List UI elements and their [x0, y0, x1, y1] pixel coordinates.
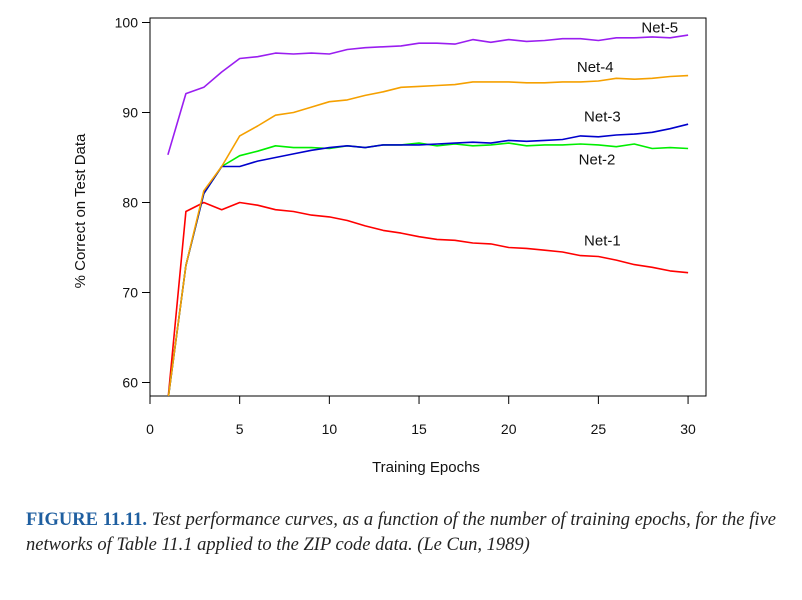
axis-ticks: 0 5 10 15 20 25 30 60 70 80 90 100	[115, 15, 696, 438]
series-line-net-2	[167, 142, 689, 396]
y-axis-title: % Correct on Test Data	[72, 133, 89, 288]
series-label-net-1: Net-1	[584, 233, 621, 250]
x-tick-label: 0	[146, 421, 154, 437]
y-tick-label: 100	[115, 15, 139, 31]
caption-text: Test performance curves, as a function o…	[26, 510, 776, 555]
x-tick-label: 10	[322, 421, 338, 437]
y-tick-label: 80	[122, 195, 138, 211]
series-label-net-4: Net-4	[577, 59, 614, 76]
x-tick-label: 15	[411, 421, 427, 437]
y-tick-label: 60	[122, 375, 138, 391]
series-label-net-3: Net-3	[584, 109, 621, 126]
series-lines	[167, 34, 689, 396]
x-tick-label: 20	[501, 421, 517, 437]
series-line-net-1	[167, 201, 689, 396]
series-line-net-3	[167, 123, 689, 396]
caption-lead: FIGURE 11.11.	[26, 510, 147, 530]
x-tick-label: 25	[591, 421, 607, 437]
series-label-net-2: Net-2	[579, 152, 616, 169]
x-tick-label: 30	[680, 421, 696, 437]
x-axis-title: Training Epochs	[372, 459, 480, 476]
y-tick-label: 70	[122, 285, 138, 301]
series-line-net-5	[167, 34, 689, 156]
x-tick-label: 5	[236, 421, 244, 437]
plot-frame	[149, 17, 707, 397]
figure-caption: FIGURE 11.11. Test performance curves, a…	[26, 508, 776, 558]
series-labels: Net-1 Net-2 Net-3 Net-4 Net-5	[577, 19, 678, 249]
series-label-net-5: Net-5	[641, 19, 678, 36]
y-tick-label: 90	[122, 105, 138, 121]
series-line-net-4	[167, 74, 689, 396]
